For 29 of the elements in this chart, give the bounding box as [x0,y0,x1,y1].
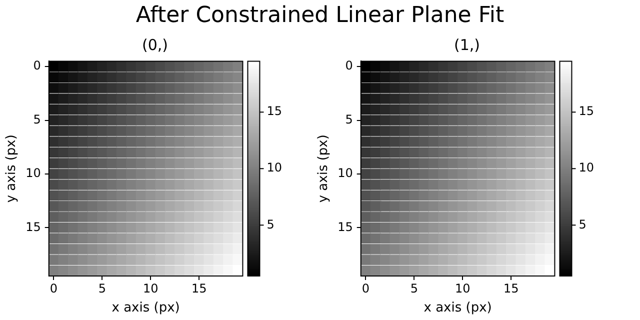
color-bar-label: 5 [578,217,586,232]
x-axis-title: x axis (px) [112,300,180,316]
y-tick-label: 5 [345,112,353,126]
chart-title: (1,) [454,36,480,54]
text: After Constrained Linear Plane Fit [134,3,506,28]
y-tick-label: 15 [26,220,41,234]
x-tick-label: 15 [191,281,207,296]
x-tick-label: 5 [98,281,106,296]
y-axis-title: y axis (px) [4,134,20,203]
y-tick-label: 10 [26,166,41,180]
x-tick-label: 0 [50,281,58,296]
y-tick-label: 5 [33,112,41,126]
x-tick-label: 0 [362,281,370,296]
x-tick-label: 15 [503,281,519,296]
y-tick-label: 15 [338,220,353,234]
x-tick-label: 5 [410,281,418,296]
y-tick-label: 0 [345,58,353,73]
color-bar-label: 5 [266,217,274,232]
color-bar-label: 15 [578,104,594,118]
color-bar-label: 10 [266,160,282,175]
color-bar-label: 15 [266,104,282,118]
chart-title: (0,) [142,36,168,54]
x-axis-title: x axis (px) [424,300,492,316]
x-tick-label: 10 [455,281,470,296]
y-tick-label: 10 [338,166,353,180]
x-tick-label: 10 [143,281,158,296]
color-bar-label: 10 [578,160,594,175]
y-tick-label: 0 [33,58,41,73]
y-axis-title: y axis (px) [316,134,332,203]
